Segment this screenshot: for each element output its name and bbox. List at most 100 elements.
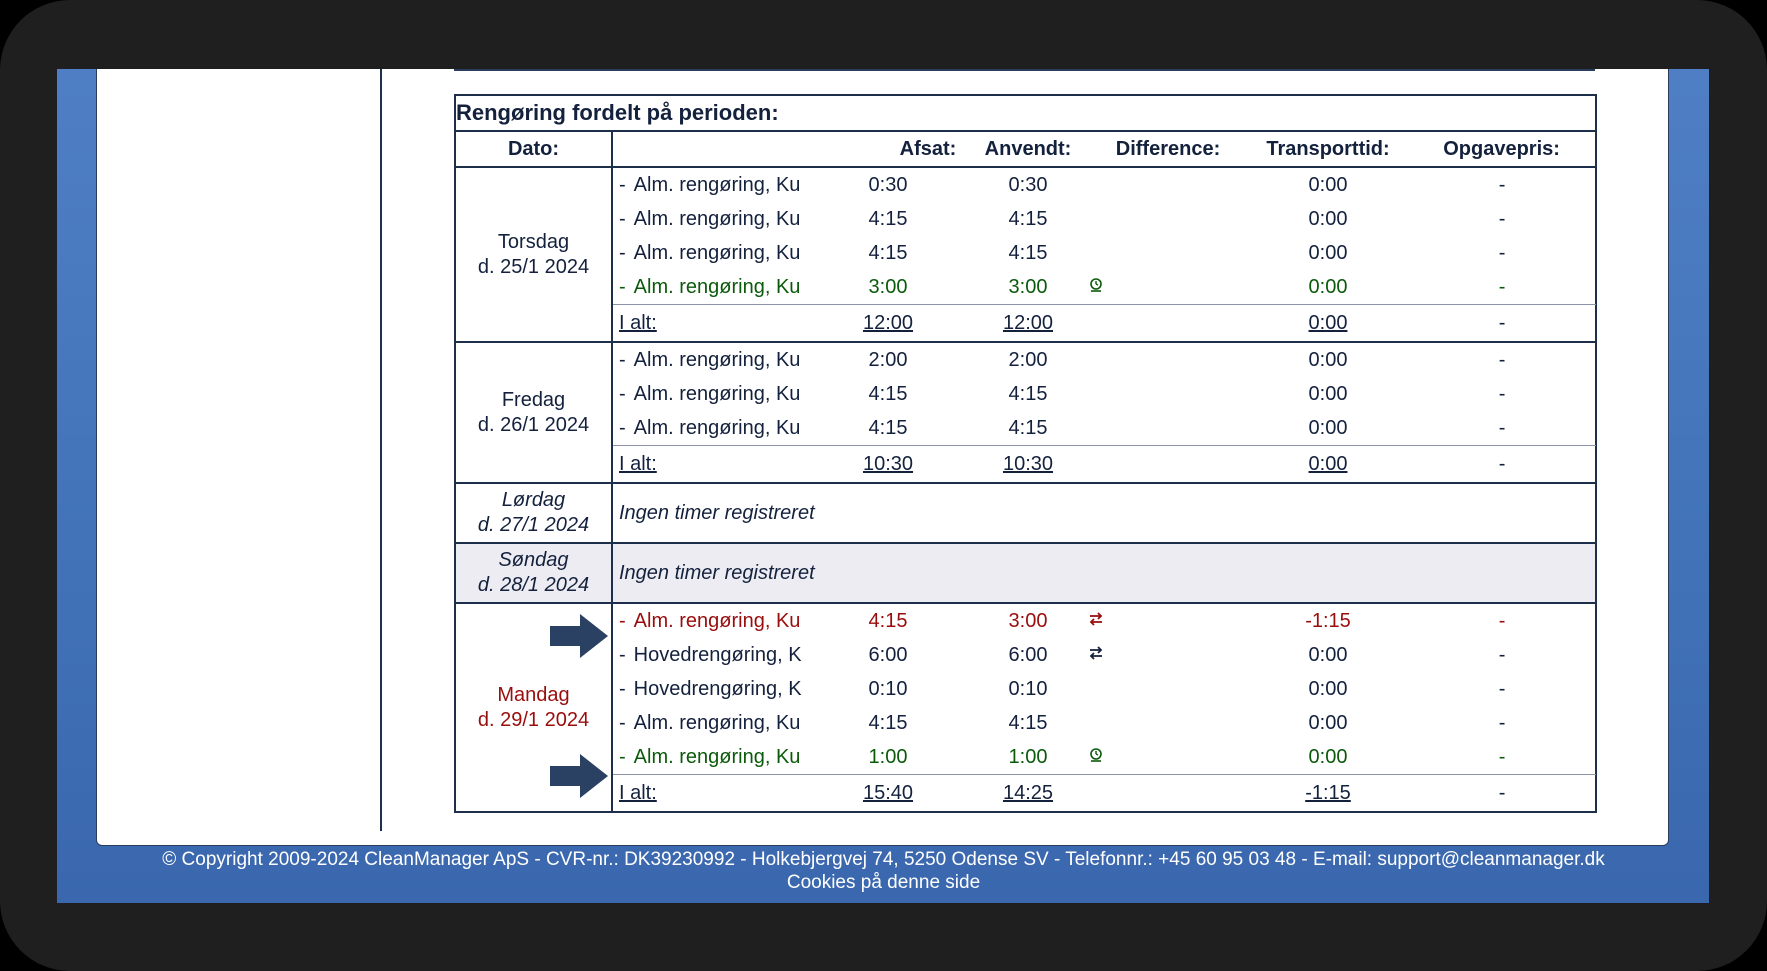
task-description: Alm. rengøring, Ku — [633, 241, 801, 264]
row-dash: - — [619, 609, 626, 632]
afsat-value: 4:15 — [868, 382, 908, 405]
task-description: Alm. rengøring, Ku — [633, 207, 801, 230]
table-row[interactable]: -Alm. rengøring, Ku4:154:150:00-- — [455, 411, 1596, 446]
afsat-value: 2:00 — [868, 348, 908, 371]
task-description: Alm. rengøring, Ku — [633, 382, 801, 405]
arrow-pointer-icon — [550, 614, 608, 658]
task-description: Alm. rengøring, Ku — [633, 609, 801, 632]
transporttid-value: - — [1498, 241, 1506, 264]
anvendt-value: 0:10 — [1008, 677, 1048, 700]
transporttid-value: - — [1498, 745, 1506, 768]
total-label: I alt: — [619, 781, 657, 804]
row-dash: - — [619, 745, 626, 768]
table-row[interactable]: -Hovedrengøring, K0:100:100:00-- — [455, 672, 1596, 706]
difference-value: -1:15 — [1305, 609, 1351, 632]
table-row[interactable]: Mandag d. 29/1 2024- Alm. rengøring, Ku 4:1… — [454, 602, 1596, 813]
task-description: Alm. rengøring, Ku — [633, 711, 801, 734]
header-transporttid: Transporttid: — [1266, 137, 1390, 160]
sidebar-divider — [380, 69, 382, 831]
total-transporttid: - — [1498, 311, 1506, 334]
difference-value: 0:00 — [1308, 382, 1348, 405]
difference-value: 0:00 — [1308, 416, 1348, 439]
header-dato: Dato: — [507, 137, 560, 160]
total-anvendt: 14:25 — [1002, 781, 1054, 804]
difference-value: 0:00 — [1308, 275, 1348, 298]
anvendt-value: 3:00 — [1008, 609, 1048, 632]
transporttid-value: - — [1498, 416, 1506, 439]
schedule-table: Rengøring fordelt på perioden: Dato: Afsat… — [453, 94, 1598, 813]
row-dash: - — [619, 677, 626, 700]
afsat-value: 4:15 — [868, 609, 908, 632]
table-row[interactable]: -Alm. rengøring, Ku4:154:150:00-- — [455, 202, 1596, 236]
row-dash: - — [619, 382, 626, 405]
day-weekday: Torsdag — [497, 230, 570, 253]
swap-icon — [1089, 612, 1103, 626]
date-cell: Fredag d. 26/1 2024 — [454, 341, 613, 484]
date-cell: Søndag d. 28/1 2024 — [454, 542, 613, 604]
total-afsat: 12:00 — [862, 311, 914, 334]
row-dash: - — [619, 241, 626, 264]
cookies-link[interactable]: Cookies på denne side — [786, 872, 981, 893]
anvendt-value: 4:15 — [1008, 207, 1048, 230]
table-row[interactable]: -Alm. rengøring, Ku4:154:150:00-- — [455, 236, 1596, 270]
table-row[interactable]: Fredag d. 26/1 2024- Alm. rengøring, Ku 2:0… — [454, 341, 1596, 484]
header-anvendt: Anvendt: — [984, 137, 1072, 160]
table-top-border — [454, 69, 1595, 71]
row-dash: - — [619, 275, 626, 298]
day-weekday: Lørdag — [501, 489, 566, 511]
footer-copyright: © Copyright 2009-2024 CleanManager ApS -… — [162, 849, 1605, 870]
day-row-no-hours: Lørdag d. 27/1 2024 Ingen timer registrere… — [454, 482, 1598, 544]
total-afsat: 10:30 — [862, 452, 914, 475]
total-label: I alt: — [619, 311, 657, 334]
row-dash: - — [619, 173, 626, 196]
difference-value: 0:00 — [1308, 711, 1348, 734]
total-transporttid: - — [1498, 452, 1506, 475]
table-row[interactable]: -Alm. rengøring, Ku1:001:000:00-- — [455, 740, 1596, 775]
anvendt-value: 4:15 — [1008, 711, 1048, 734]
task-description: Alm. rengøring, Ku — [633, 745, 801, 768]
difference-value: 0:00 — [1308, 348, 1348, 371]
total-label: I alt: — [619, 452, 657, 475]
total-anvendt: 10:30 — [1002, 452, 1054, 475]
difference-value: 0:00 — [1308, 207, 1348, 230]
total-difference: 0:00 — [1308, 311, 1348, 334]
anvendt-value: 6:00 — [1008, 643, 1048, 666]
clock-icon — [1090, 278, 1102, 292]
day-date: d. 26/1 2024 — [477, 413, 590, 436]
anvendt-value: 4:15 — [1008, 241, 1048, 264]
total-difference: -1:15 — [1305, 781, 1351, 804]
task-description: Hovedrengøring, K — [633, 643, 802, 666]
table-row[interactable]: -Alm. rengøring, Ku4:154:150:00-- — [455, 706, 1596, 740]
total-transporttid: - — [1498, 781, 1506, 804]
transporttid-value: - — [1498, 711, 1506, 734]
afsat-value: 4:15 — [868, 711, 908, 734]
header-afsat: Afsat: — [899, 137, 957, 160]
afsat-value: 4:15 — [868, 207, 908, 230]
anvendt-value: 3:00 — [1008, 275, 1048, 298]
transporttid-value: - — [1498, 609, 1506, 632]
table-row[interactable]: -Hovedrengøring, K6:006:000:00-- — [455, 638, 1596, 672]
day-weekday: Fredag — [501, 388, 566, 411]
table-row[interactable]: Torsdag d. 25/1 2024- Alm. rengøring, Ku 0:… — [454, 166, 1596, 343]
anvendt-value: 1:00 — [1008, 745, 1048, 768]
table-row[interactable]: -Alm. rengøring, Ku3:003:000:00-- — [455, 270, 1596, 305]
clock-icon — [1090, 748, 1102, 762]
table-row[interactable]: -Alm. rengøring, Ku4:154:150:00-- — [455, 377, 1596, 411]
day-row-no-hours: Søndag d. 28/1 2024 Ingen timer registrere… — [454, 542, 1598, 604]
difference-value: 0:00 — [1308, 173, 1348, 196]
transporttid-value: - — [1498, 348, 1506, 371]
afsat-value: 6:00 — [868, 643, 908, 666]
anvendt-value: 0:30 — [1008, 173, 1048, 196]
difference-value: 0:00 — [1308, 677, 1348, 700]
row-dash: - — [619, 207, 626, 230]
transporttid-value: - — [1498, 677, 1506, 700]
anvendt-value: 4:15 — [1008, 416, 1048, 439]
header-difference: Difference: — [1115, 137, 1221, 160]
footer: © Copyright 2009-2024 CleanManager ApS -… — [0, 848, 1767, 894]
row-dash: - — [619, 416, 626, 439]
header-opgavepris: Opgavepris: — [1443, 137, 1560, 160]
total-difference: 0:00 — [1308, 452, 1348, 475]
transporttid-value: - — [1498, 643, 1506, 666]
